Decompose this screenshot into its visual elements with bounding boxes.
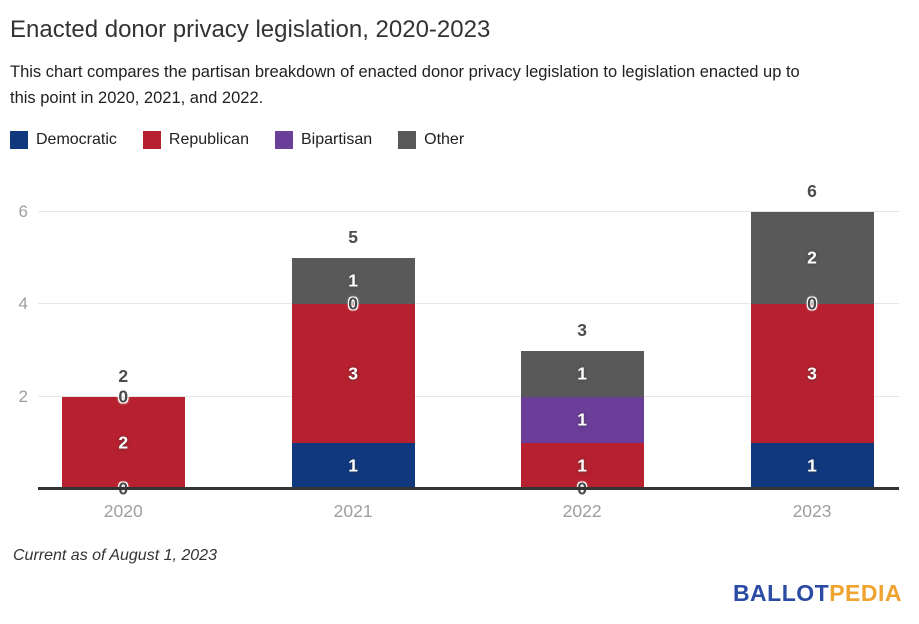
- segment-value-label-democratic-2023: 1: [807, 455, 817, 476]
- y-axis-label-6: 6: [18, 202, 28, 221]
- logo-ballot: BALLOT: [732, 580, 830, 606]
- legend-item-other: Other: [398, 131, 464, 149]
- segment-value-label-other-2022: 1: [577, 363, 588, 384]
- segment-value-label-other-2021: 1: [348, 270, 358, 291]
- segment-value-label-republican-2020: 2: [118, 432, 129, 453]
- bar-total-label-2021: 5: [348, 227, 358, 248]
- chart: 246020022020130152021011132022130262023: [10, 181, 909, 521]
- segment-value-label-bipartisan-2022: 1: [577, 409, 588, 430]
- gridline-2: [38, 395, 899, 397]
- legend-item-bipartisan: Bipartisan: [274, 131, 373, 149]
- bar-2020: 020022020: [61, 212, 185, 521]
- bar-segment-republican-2023: [750, 304, 874, 443]
- bar-segment-republican-2022: [520, 442, 644, 489]
- zero-value-label-bipartisan-2020: 0: [118, 386, 129, 407]
- segment-value-label-republican-2023: 3: [807, 363, 817, 384]
- legend-label-republican: Republican: [168, 131, 249, 148]
- bar-2023: 1 3 0 2 6 2023: [750, 181, 874, 521]
- subtitle-line-2: this point in 2020, 2021, and 2022.: [10, 89, 264, 107]
- legend-label-democratic: Democratic: [36, 131, 117, 148]
- gridline-4: [38, 303, 899, 305]
- segment-value-label-democratic-2021: 1: [348, 455, 358, 476]
- y-axis-label-2: 2: [18, 386, 28, 406]
- bar-segment-republican-2021: [291, 304, 415, 443]
- legend-swatch-republican: [142, 131, 161, 149]
- x-axis-label-2020: 2020: [103, 501, 143, 521]
- legend-swatch-democratic: [10, 131, 28, 149]
- zero-value-label-bipartisan-2023: 0: [807, 293, 817, 314]
- bar-segment-other-2023: [750, 212, 874, 305]
- bar-segment-other-2022: [520, 350, 644, 397]
- x-axis-label-2023: 2023: [792, 501, 832, 521]
- x-axis-label-2022: 2022: [562, 501, 602, 521]
- zero-value-label-bipartisan-2021: 0: [348, 293, 358, 314]
- zero-value-label-other-2020: 0: [118, 386, 129, 407]
- bar-segment-republican-2020: [61, 396, 185, 489]
- bar-segment-other-2021: [291, 258, 415, 305]
- footer-note: Current as of August 1, 2023: [13, 547, 217, 564]
- bar-total-label-2023: 6: [807, 181, 817, 201]
- x-axis-line: [38, 487, 899, 490]
- ballotpedia-logo: BALLOTPEDIA: [733, 580, 902, 607]
- segment-value-label-republican-2022: 1: [577, 455, 588, 476]
- bar-segment-democratic-2023: [750, 442, 874, 489]
- legend-label-other: Other: [424, 131, 465, 148]
- legend-item-democratic: Democratic: [10, 131, 117, 149]
- gridline-6: [38, 211, 899, 212]
- legend-item-republican: Republican: [142, 131, 249, 149]
- bar-total-label-2022: 3: [577, 319, 588, 340]
- bar-2021: 1 3 0 1 5 2021: [291, 212, 415, 521]
- x-axis-label-2021: 2021: [333, 501, 373, 521]
- bar-segment-democratic-2021: [291, 442, 415, 489]
- subtitle-line-1: This chart compares the partisan breakdo…: [10, 63, 800, 81]
- bar-2022: 011132022: [520, 212, 644, 521]
- segment-value-label-other-2023: 2: [807, 247, 817, 268]
- plot-area: 246020022020130152021011132022130262023: [19, 181, 899, 521]
- legend-swatch-bipartisan: [274, 131, 293, 149]
- chart-subtitle: This chart compares the partisan breakdo…: [10, 59, 909, 111]
- legend: Democratic Republican Bipartisan Other: [10, 130, 909, 150]
- bar-total-label-2020: 2: [118, 365, 129, 386]
- bar-segment-bipartisan-2022: [520, 396, 644, 443]
- segment-value-label-republican-2021: 3: [348, 363, 358, 384]
- legend-swatch-other: [398, 131, 417, 149]
- y-axis-label-4: 4: [18, 294, 28, 314]
- logo-pedia: PEDIA: [829, 580, 902, 606]
- chart-title: Enacted donor privacy legislation, 2020-…: [10, 16, 491, 43]
- legend-label-bipartisan: Bipartisan: [300, 131, 373, 148]
